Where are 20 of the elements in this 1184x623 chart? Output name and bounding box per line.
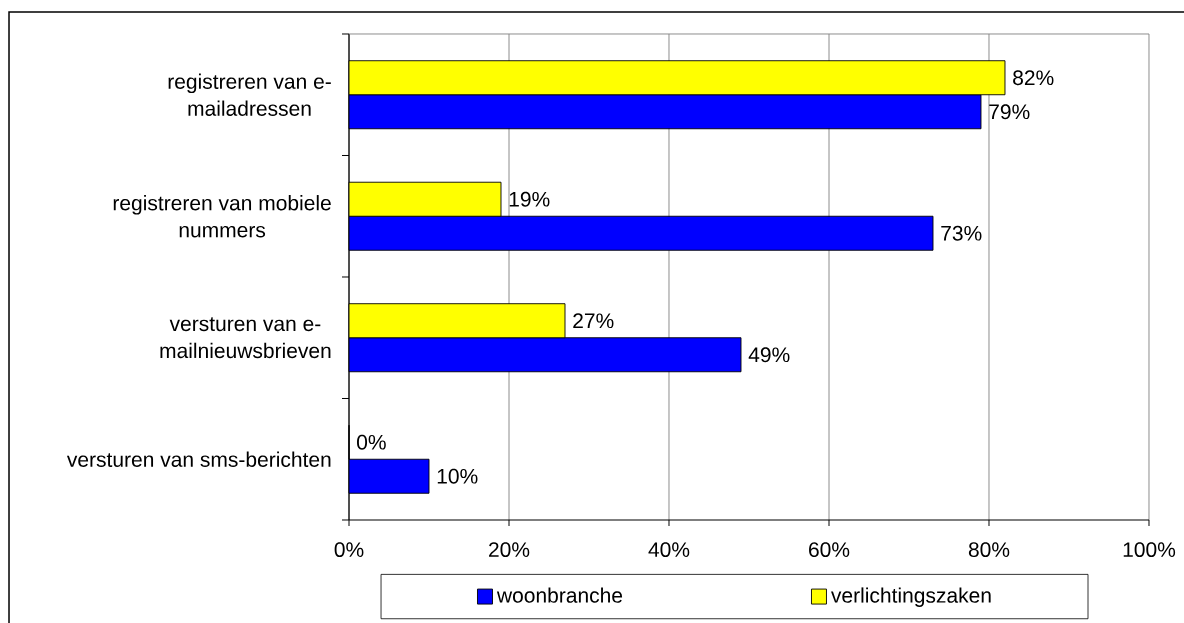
y-tick-label: versturen van sms-berichten <box>66 451 331 467</box>
data-label: 19% <box>509 191 550 207</box>
x-tick-label: 100% <box>1123 542 1176 558</box>
data-label: 79% <box>989 104 1030 120</box>
data-label: 0% <box>357 434 386 450</box>
y-tick-label: registreren van mobiele nummers <box>113 195 331 238</box>
data-label: 27% <box>573 313 614 329</box>
x-tick-label: 60% <box>809 542 850 558</box>
x-tick-label: 80% <box>968 542 1010 558</box>
y-tick-label: versturen van e-mailnieuwsbrieven <box>160 317 331 359</box>
legend-label: woonbranche <box>496 587 623 603</box>
data-label: 10% <box>437 468 478 484</box>
y-tick-label: registreren van e-mailadressen <box>168 73 331 116</box>
data-label: 82% <box>1013 70 1054 86</box>
data-label: 49% <box>748 347 790 363</box>
data-label: 73% <box>941 225 982 241</box>
x-tick-label: 40% <box>648 542 690 558</box>
x-tick-label: 0% <box>334 542 364 558</box>
x-tick-label: 20% <box>489 542 530 558</box>
legend-label: verlichtingszaken <box>831 587 991 607</box>
